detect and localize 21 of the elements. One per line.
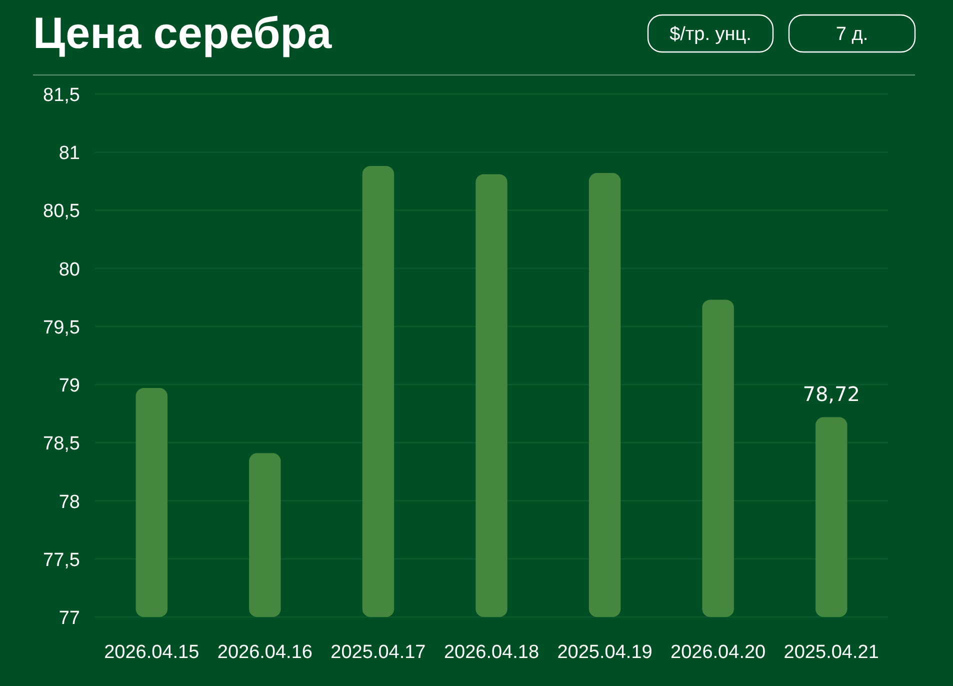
y-tick-label: 81 (58, 143, 80, 164)
y-tick-label: 77 (58, 608, 80, 629)
y-tick-label: 77,5 (43, 550, 80, 571)
x-tick-label: 2026.04.18 (444, 642, 540, 663)
y-tick-label: 80 (58, 259, 80, 280)
y-tick-label: 79,5 (43, 317, 80, 338)
chart-title: Цена серебра (33, 9, 332, 58)
x-tick-label: 2026.04.20 (670, 642, 766, 663)
x-tick-label: 2026.04.15 (104, 642, 200, 663)
text: 7 д. (836, 24, 868, 45)
y-tick-label: 78,5 (43, 434, 80, 455)
x-tick-label: 2025.04.17 (330, 642, 426, 663)
y-tick-label: 79 (58, 376, 80, 397)
data-label: 78,72 (802, 382, 860, 406)
text: $/тр. унц. (670, 24, 752, 45)
x-tick-label: 2026.04.16 (217, 642, 312, 663)
x-tick-label: 2025.04.19 (557, 642, 652, 663)
y-tick-label: 80,5 (43, 201, 80, 222)
y-tick-label: 81,5 (43, 85, 80, 106)
x-tick-label: 2025.04.21 (784, 642, 879, 663)
y-tick-label: 78 (58, 492, 80, 513)
